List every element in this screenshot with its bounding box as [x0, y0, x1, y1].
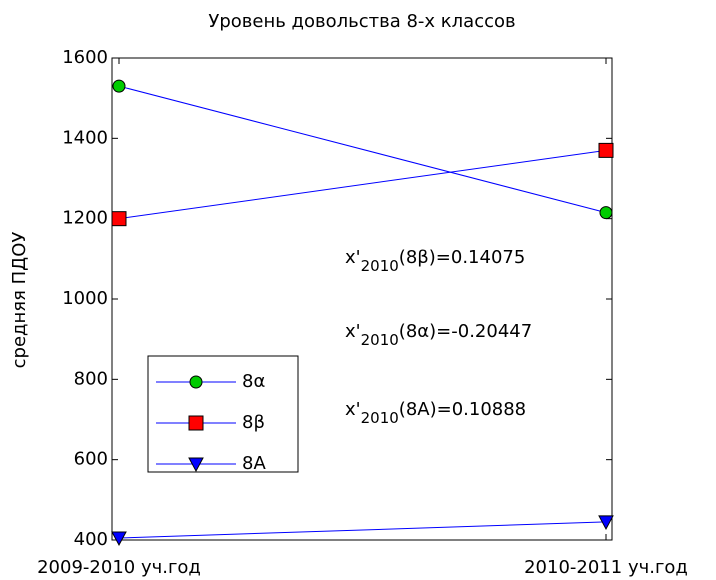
marker: [111, 211, 127, 227]
annotation-rest: (8A)=0.10888: [399, 399, 526, 420]
y-tick-label: 600: [74, 449, 108, 470]
marker: [189, 375, 203, 389]
annotation-sub: 2010: [361, 331, 399, 349]
y-tick-label: 800: [74, 368, 108, 389]
series-line: [118, 149, 607, 220]
annotation: x'2010(8α)=-0.20447: [345, 321, 532, 349]
legend-box: [147, 355, 299, 473]
x-tick-label: 2009-2010 уч.год: [37, 557, 201, 578]
series-line: [118, 85, 607, 214]
annotation-base: x': [345, 321, 361, 342]
marker: [111, 531, 127, 547]
y-tick-label: 1000: [62, 288, 108, 309]
annotation-sub: 2010: [361, 257, 399, 275]
annotation-base: x': [345, 247, 361, 268]
y-tick-label: 1600: [62, 47, 108, 68]
chart-title: Уровень довольства 8-х классов: [208, 11, 515, 32]
marker: [598, 142, 614, 158]
series-line: [118, 521, 607, 539]
annotation: x'2010(8β)=0.14075: [345, 247, 525, 275]
marker: [598, 515, 614, 530]
y-tick-label: 400: [74, 529, 108, 550]
annotation-base: x': [345, 399, 361, 420]
legend-label: 8β: [242, 412, 265, 433]
marker: [188, 415, 204, 431]
legend-label: 8A: [242, 453, 266, 474]
y-tick-label: 1200: [62, 208, 108, 229]
annotation-rest: (8β)=0.14075: [399, 247, 526, 268]
x-tick-label: 2010-2011 уч.год: [524, 557, 688, 578]
annotation: x'2010(8A)=0.10888: [345, 399, 526, 427]
annotation-rest: (8α)=-0.20447: [399, 321, 532, 342]
y-axis-label: средняя ПДОУ: [9, 232, 30, 369]
legend-label: 8α: [242, 371, 265, 392]
marker: [599, 206, 613, 220]
legend: 8α 8β 8A: [147, 355, 299, 474]
marker: [112, 79, 126, 93]
marker: [188, 457, 204, 473]
annotation-sub: 2010: [361, 409, 399, 427]
y-tick-label: 1400: [62, 127, 108, 148]
